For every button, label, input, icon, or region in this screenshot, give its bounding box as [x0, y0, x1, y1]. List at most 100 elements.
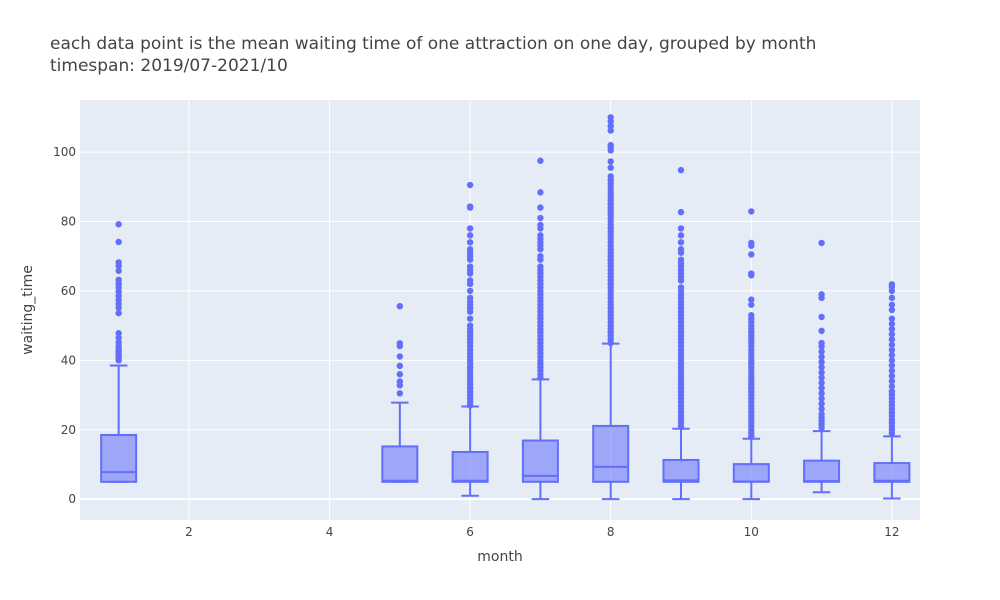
outlier-point: [818, 364, 825, 371]
outlier-point: [396, 371, 404, 378]
outlier-point: [115, 259, 122, 266]
outlier-point: [537, 214, 544, 222]
box-month-11: [803, 239, 841, 494]
outlier-point: [466, 203, 474, 210]
outlier-point: [818, 369, 825, 376]
outlier-point: [607, 114, 614, 121]
iqr-box: [803, 459, 841, 483]
outlier-point: [818, 400, 825, 407]
outlier-point: [888, 320, 896, 328]
x-tick-label: 6: [466, 525, 474, 539]
outlier-point: [888, 306, 896, 314]
box-month-1: [100, 221, 138, 483]
outlier-point: [466, 239, 474, 246]
outlier-point: [748, 296, 755, 303]
outlier-point: [115, 339, 122, 346]
outlier-point: [115, 276, 122, 284]
outlier-point: [888, 301, 896, 308]
outlier-point: [607, 158, 614, 165]
outlier-point: [888, 336, 896, 343]
outlier-point: [748, 251, 755, 258]
outlier-point: [466, 315, 474, 322]
outlier-point: [115, 238, 122, 246]
outlier-point: [537, 221, 544, 229]
box-month-10: [732, 208, 770, 501]
box-month-7: [521, 157, 559, 501]
x-axis-label: month: [477, 549, 522, 565]
outlier-point: [677, 284, 685, 291]
outlier-point: [748, 239, 755, 247]
outlier-point: [818, 358, 825, 366]
outlier-point: [818, 327, 825, 335]
outlier-point: [888, 281, 896, 288]
outlier-point: [396, 353, 404, 360]
outlier-point: [818, 291, 825, 298]
box-month-12: [873, 281, 911, 500]
outlier-point: [466, 287, 474, 295]
outlier-point: [888, 351, 896, 359]
outlier-point: [466, 232, 474, 239]
y-axis-label: waiting_time: [20, 265, 36, 355]
iqr-box: [662, 458, 700, 483]
outlier-point: [748, 208, 755, 215]
outlier-point: [466, 263, 474, 270]
outlier-point: [748, 312, 755, 319]
iqr-box: [873, 462, 911, 483]
outlier-point: [607, 127, 614, 134]
outlier-point: [396, 378, 404, 385]
outlier-point: [466, 322, 474, 329]
outlier-point: [818, 353, 825, 361]
outlier-point: [396, 302, 404, 310]
box-month-9: [662, 166, 700, 501]
outlier-point: [818, 239, 825, 247]
outlier-point: [115, 309, 122, 317]
outlier-point: [818, 313, 825, 321]
outlier-point: [677, 225, 685, 232]
outlier-point: [818, 384, 825, 392]
box-month-6: [451, 181, 489, 497]
outlier-point: [888, 367, 896, 374]
outlier-point: [115, 267, 122, 274]
outlier-point: [115, 330, 122, 337]
outlier-point: [888, 377, 896, 385]
outlier-point: [537, 252, 544, 260]
outlier-point: [888, 346, 896, 354]
outlier-point: [537, 232, 544, 239]
iqr-box: [451, 450, 489, 483]
y-tick-label: 100: [53, 145, 76, 159]
outlier-point: [466, 246, 474, 253]
chart-title-line-2: timespan: 2019/07-2021/10: [50, 56, 288, 76]
outlier-point: [466, 225, 474, 232]
chart-title: each data point is the mean waiting time…: [50, 33, 816, 77]
outlier-point: [677, 232, 685, 239]
x-tick-label: 8: [607, 525, 615, 539]
outlier-point: [537, 157, 544, 164]
outlier-point: [115, 334, 122, 341]
outlier-point: [115, 221, 122, 228]
y-tick-label: 40: [61, 353, 76, 367]
outlier-point: [818, 410, 825, 418]
outlier-point: [818, 390, 825, 397]
outlier-point: [888, 331, 896, 338]
iqr-box: [732, 463, 770, 483]
box-series: [100, 114, 911, 501]
outlier-point: [677, 239, 685, 246]
outlier-point: [818, 405, 825, 413]
y-tick-label: 60: [61, 284, 76, 298]
outlier-point: [888, 357, 896, 364]
outlier-point: [818, 348, 825, 355]
outlier-point: [888, 383, 896, 390]
outlier-point: [748, 270, 755, 277]
outlier-point: [677, 208, 685, 216]
outlier-point: [396, 340, 404, 347]
outlier-point: [818, 339, 825, 347]
outlier-point: [537, 189, 544, 196]
outlier-point: [607, 164, 614, 171]
outlier-point: [888, 388, 896, 395]
outlier-point: [677, 246, 685, 253]
outlier-point: [466, 277, 474, 284]
box-month-5: [381, 302, 419, 483]
chart-title-line-1: each data point is the mean waiting time…: [50, 34, 817, 54]
axes: 0 20 40 60 80 100 2 4 6 8 10 12: [53, 145, 899, 539]
outlier-point: [888, 315, 896, 322]
